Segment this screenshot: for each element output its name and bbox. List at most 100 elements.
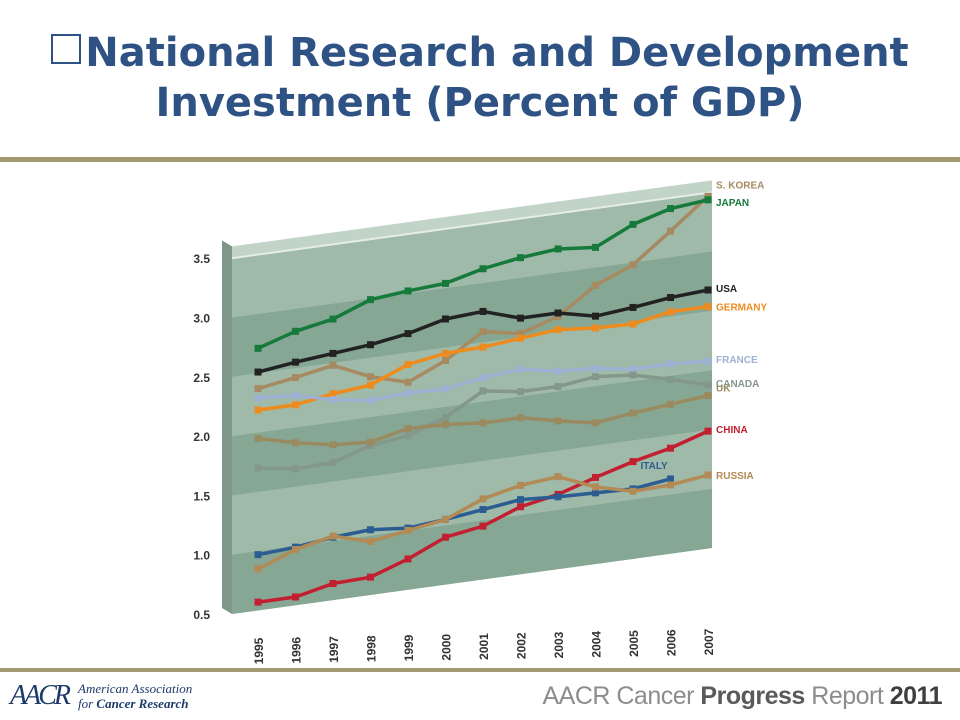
data-point — [329, 580, 337, 588]
data-point — [254, 368, 262, 376]
data-point — [517, 314, 524, 322]
data-point — [554, 493, 562, 501]
data-point — [517, 334, 524, 342]
title-line-1: National Research and Development — [85, 30, 909, 76]
data-point — [629, 487, 637, 495]
data-point — [404, 287, 412, 295]
data-point — [404, 432, 412, 440]
data-point — [292, 358, 299, 366]
plot-top-edge — [231, 191, 713, 260]
data-point — [479, 374, 487, 382]
series-label: RUSSIA — [716, 471, 754, 482]
x-tick-label: 2006 — [665, 629, 679, 656]
series-uk — [254, 392, 712, 449]
data-point — [554, 367, 562, 375]
data-point — [554, 383, 562, 391]
data-point — [667, 205, 674, 213]
x-tick-label: 1998 — [365, 635, 379, 662]
data-point — [592, 483, 599, 491]
data-point — [329, 349, 337, 357]
report-prefix: AACR Cancer — [542, 682, 701, 710]
data-point — [667, 375, 674, 383]
data-point — [329, 361, 337, 369]
data-point — [629, 220, 637, 228]
data-point — [404, 555, 412, 563]
data-point — [704, 381, 712, 389]
data-point — [367, 396, 374, 404]
x-tick-label: 2001 — [477, 633, 491, 660]
y-tick-label: 2.5 — [193, 371, 210, 385]
x-tick-label: 2002 — [515, 632, 529, 659]
series-label: GERMANY — [716, 303, 767, 314]
org-name: American Association for Cancer Research — [78, 681, 192, 711]
data-point — [629, 409, 637, 417]
data-point — [592, 324, 599, 332]
data-point — [667, 227, 674, 235]
data-point — [254, 385, 262, 393]
data-point — [629, 371, 637, 379]
y-tick-label: 1.5 — [193, 489, 210, 503]
data-point — [442, 349, 449, 357]
data-point — [367, 438, 374, 446]
data-point — [367, 296, 374, 304]
data-point — [704, 303, 712, 311]
data-point — [554, 313, 562, 321]
data-point — [554, 309, 562, 317]
data-point — [704, 357, 712, 365]
rd-investment-chart: 3.53.02.52.01.51.00.5 1995 1996 1997 1998 19… — [193, 180, 767, 664]
data-point — [292, 593, 299, 601]
data-point — [329, 441, 337, 449]
bottom-divider — [0, 668, 960, 672]
x-axis: 1995 1996 1997 1998 1999 2000 2001 2002 2003 2004… — [252, 628, 716, 664]
data-point — [367, 341, 374, 349]
data-point — [404, 389, 412, 397]
data-point — [592, 312, 599, 320]
data-point — [442, 533, 449, 541]
data-point — [329, 315, 337, 323]
data-point — [629, 458, 637, 466]
chart-band — [232, 370, 712, 496]
data-point — [667, 294, 674, 302]
data-point — [629, 261, 637, 269]
data-point — [629, 303, 637, 311]
series-russia — [254, 471, 712, 573]
x-tick-label: 1995 — [252, 637, 266, 664]
data-point — [592, 489, 599, 497]
series-label: ITALY — [641, 461, 669, 472]
data-point — [479, 387, 487, 395]
chart-band — [232, 310, 712, 437]
data-point — [554, 326, 562, 334]
data-point — [479, 343, 487, 351]
data-point — [554, 473, 562, 481]
data-point — [667, 400, 674, 408]
data-point — [554, 417, 562, 425]
data-point — [442, 421, 449, 429]
data-point — [254, 551, 262, 559]
data-point — [442, 413, 449, 421]
y-tick-label: 3.0 — [193, 312, 210, 326]
y-tick-label: 0.5 — [193, 608, 210, 622]
data-point — [479, 495, 487, 503]
chart-band — [232, 429, 712, 555]
series-usa — [254, 286, 712, 376]
data-point — [367, 573, 374, 581]
data-point — [667, 360, 674, 368]
data-point — [442, 279, 449, 287]
data-point — [254, 464, 262, 472]
org-line-2: for Cancer Research — [78, 696, 192, 711]
series-japan — [254, 196, 712, 352]
data-point — [404, 378, 412, 386]
data-point — [292, 391, 299, 399]
data-point — [592, 419, 599, 427]
data-point — [292, 546, 299, 554]
data-point — [517, 496, 524, 504]
aacr-logo-mark: AACR — [10, 680, 71, 711]
series-s-korea — [254, 192, 712, 393]
report-year: 2011 — [889, 682, 943, 710]
data-point — [292, 374, 299, 382]
data-point — [367, 538, 374, 546]
data-point — [479, 419, 487, 427]
series-label: CANADA — [716, 379, 759, 390]
y-tick-label: 3.5 — [193, 252, 210, 266]
data-point — [517, 388, 524, 396]
